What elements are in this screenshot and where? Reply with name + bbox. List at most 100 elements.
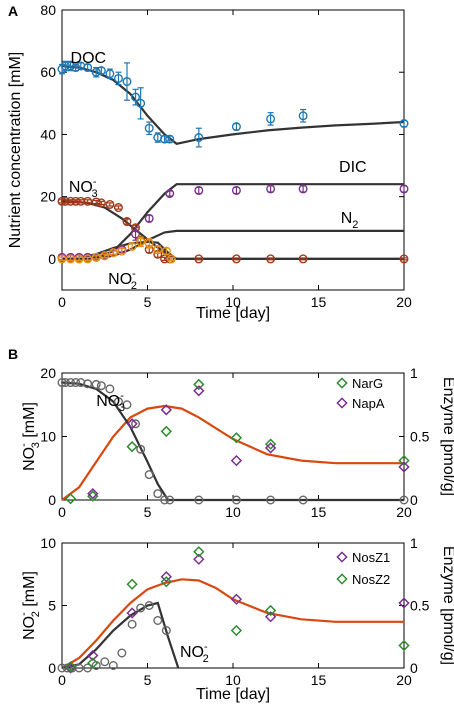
y-tick-label: 60	[40, 64, 56, 80]
data-point-doc	[194, 133, 204, 143]
y-tick-label: 10	[40, 429, 56, 445]
x-tick-label: 15	[311, 672, 327, 688]
data-point-doc	[122, 77, 132, 87]
narg-data-point	[193, 378, 205, 391]
nitrite-data-point	[161, 626, 171, 636]
napa-data-point	[160, 404, 172, 416]
nitrate-data-point	[131, 419, 141, 429]
data-point-no3	[83, 196, 93, 206]
napa-data-point	[87, 487, 99, 500]
label-n2: N2	[341, 210, 359, 231]
nitrate-data-point	[66, 378, 76, 388]
x-tick-label: 20	[396, 672, 412, 688]
nosz2-data-point	[193, 546, 205, 558]
napa-data-point	[398, 461, 410, 473]
napa-data-point	[230, 454, 243, 467]
nosz1-data-point	[398, 597, 410, 609]
data-point-dic	[266, 184, 276, 194]
data-point-doc	[131, 92, 141, 102]
data-point-doc	[165, 134, 175, 144]
nosz2-data-point	[160, 576, 172, 588]
narg-data-point	[126, 440, 138, 453]
data-point-doc	[96, 66, 106, 76]
data-point-dic	[399, 184, 409, 194]
y-tick-label: 20	[40, 189, 56, 205]
x-tick-label: 15	[311, 504, 327, 520]
y-axis-label: Nutrient concentration [mM]	[7, 52, 24, 249]
data-point-doc	[66, 61, 76, 71]
y2-tick-label: 0.5	[410, 598, 430, 614]
nosz2-data-point	[87, 657, 99, 669]
nitrite-data-point	[153, 616, 163, 626]
data-point-no3	[266, 254, 276, 264]
data-point-no2	[127, 241, 137, 251]
legend-marker-napa	[336, 397, 348, 409]
data-point-no3	[60, 196, 70, 206]
nosz2-data-point	[398, 639, 410, 652]
y-tick-label: 20	[40, 365, 56, 381]
data-point-no3	[105, 199, 115, 209]
nosz1-data-point	[160, 571, 172, 583]
nosz1-data-point	[126, 607, 138, 619]
x-tick-label: 5	[144, 504, 152, 520]
data-point-no2	[83, 254, 93, 264]
y-tick-label: 0	[48, 492, 56, 508]
data-point-no2	[166, 254, 176, 264]
label-no2: NO-2	[180, 641, 209, 665]
nitrite-data-point	[100, 657, 110, 667]
x-tick-label: 5	[144, 672, 152, 688]
data-point-no2	[144, 238, 154, 248]
nosz2-data-point	[230, 624, 243, 637]
data-point-doc	[399, 119, 409, 129]
legend-label-napa: NapA	[352, 396, 385, 411]
x-tick-label: 10	[225, 672, 241, 688]
nitrite-data-point	[136, 603, 146, 613]
narg-data-point	[398, 454, 410, 467]
data-point-dic	[194, 185, 204, 195]
nitrate-data-point	[144, 470, 154, 480]
nosz1-data-point	[193, 553, 205, 565]
x-tick-label: 10	[225, 504, 241, 520]
legend-label-nosz2: NosZ2	[352, 572, 390, 587]
data-point-doc	[144, 123, 154, 133]
y-tick-label: 5	[48, 598, 56, 614]
x-axis-label: Time [day]	[196, 305, 270, 322]
nitrate-data-point	[153, 489, 163, 499]
nitrate-data-point	[91, 379, 101, 389]
nosz2-data-point	[126, 578, 138, 590]
nitrate-data-point	[113, 397, 123, 407]
label-no3: NO-3	[96, 390, 125, 414]
nosz1-data-point	[87, 649, 99, 662]
legend-marker-nosz1	[336, 551, 348, 563]
label-no3: NO-3	[69, 176, 98, 200]
nitrate-data-point	[399, 495, 409, 505]
y2-tick-label: 1	[410, 535, 418, 551]
x-tick-label: 20	[396, 504, 412, 520]
data-point-doc	[83, 63, 93, 73]
y2-tick-label: 0.5	[410, 429, 430, 445]
label-dic: DIC	[339, 159, 367, 176]
x-tick-label: 20	[396, 294, 412, 310]
legend-label-nosz1: NosZ1	[352, 550, 390, 565]
data-point-doc	[60, 61, 70, 71]
label-no2: NO-2	[108, 268, 137, 292]
data-point-no2	[153, 245, 163, 255]
panel-a-chart: 0 5 10 15 20 0 20 40 60 80 Time [day] Nutrient conc…	[7, 2, 412, 322]
nitrate-data-point	[298, 495, 308, 505]
data-point-doc	[113, 73, 123, 83]
narg-data-point	[160, 425, 172, 438]
y-tick-label: 10	[40, 535, 56, 551]
data-point-no2	[91, 252, 101, 262]
data-point-no3	[71, 196, 81, 206]
legend-marker-narg	[336, 377, 348, 389]
nitrate-data-point	[57, 378, 67, 388]
data-point-no3	[122, 217, 132, 227]
data-point-no3	[113, 203, 123, 213]
y2-axis-label: Enzyme [pmol/g]	[440, 377, 454, 496]
data-point-no3	[231, 254, 241, 264]
data-point-no3	[96, 198, 106, 208]
data-point-doc	[105, 69, 115, 79]
x-tick-label: 0	[58, 672, 66, 688]
